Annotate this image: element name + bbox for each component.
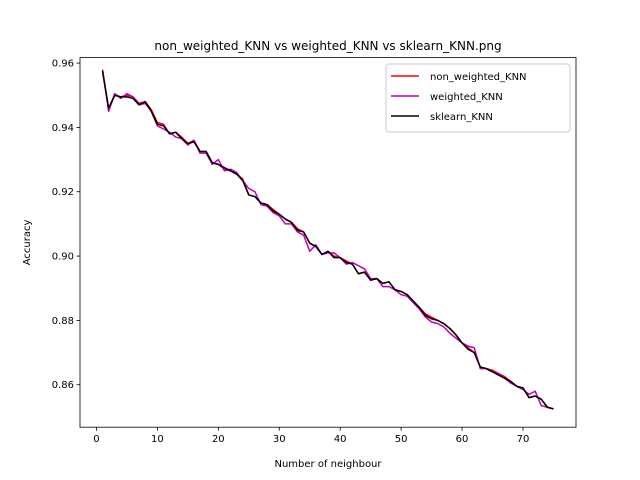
legend-label: non_weighted_KNN <box>430 72 527 83</box>
x-tick-label: 20 <box>212 434 225 445</box>
axes-frame <box>79 57 577 428</box>
legend-label: sklearn_KNN <box>430 112 493 123</box>
legend: non_weighted_KNN weighted_KNN sklearn_KNN <box>385 63 571 133</box>
y-axis: 0.86 0.88 0.90 0.92 0.94 0.96 <box>52 59 80 391</box>
x-tick-label: 50 <box>395 434 408 445</box>
y-tick-label: 0.92 <box>52 187 74 198</box>
x-tick-label: 60 <box>456 434 469 445</box>
x-axis: 0 10 20 30 40 50 60 70 <box>93 427 529 445</box>
x-tick-label: 10 <box>151 434 164 445</box>
legend-label: weighted_KNN <box>430 92 503 103</box>
series-layer <box>101 69 554 410</box>
series-line-sklearn-knn <box>101 70 554 410</box>
x-tick-label: 30 <box>273 434 286 445</box>
y-tick-label: 0.86 <box>52 380 74 391</box>
legend-box <box>385 63 571 133</box>
x-tick-label: 0 <box>93 434 99 445</box>
chart-title: non_weighted_KNN vs weighted_KNN vs skle… <box>154 39 501 53</box>
x-tick-label: 40 <box>334 434 347 445</box>
y-tick-label: 0.88 <box>52 316 74 327</box>
x-tick-label: 70 <box>517 434 530 445</box>
y-tick-label: 0.96 <box>52 59 74 70</box>
y-tick-label: 0.94 <box>52 123 74 134</box>
x-axis-label: Number of neighbour <box>274 459 382 470</box>
y-axis-label: Accuracy <box>22 219 33 265</box>
y-tick-label: 0.90 <box>52 252 74 263</box>
